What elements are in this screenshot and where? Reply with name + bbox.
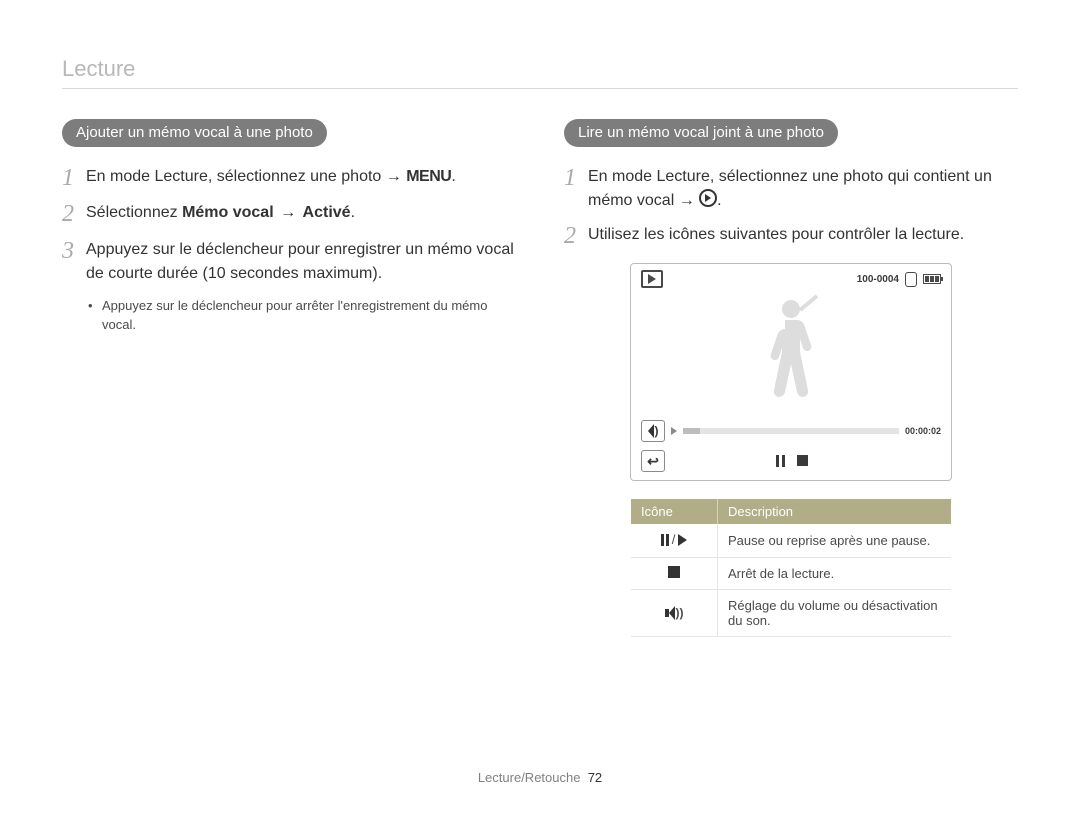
stop-icon[interactable]	[797, 455, 808, 466]
step-text-part: .	[451, 168, 455, 185]
right-column: Lire un mémo vocal joint à une photo 1 E…	[564, 119, 1018, 637]
volume-icon: )	[648, 424, 659, 438]
table-cell-desc: Réglage du volume ou désactivation du so…	[718, 590, 951, 637]
icon-description-table: Icône Description / Pause ou reprise apr…	[631, 499, 951, 637]
step-number: 2	[564, 223, 588, 249]
section-heading-pill: Lire un mémo vocal joint à une photo	[564, 119, 838, 147]
progress-bar[interactable]	[683, 428, 899, 434]
screen-bottom-row: ↩	[631, 446, 951, 480]
step-text-bold: Mémo vocal	[182, 204, 274, 221]
memo-icon	[905, 272, 917, 287]
step-text: En mode Lecture, sélectionnez une photo …	[588, 165, 1018, 213]
step-number: 1	[62, 165, 86, 191]
footer-section-label: Lecture/Retouche	[478, 770, 581, 785]
step-2: 2 Sélectionnez Mémo vocal → Activé.	[62, 201, 516, 227]
play-circle-icon	[699, 189, 717, 207]
back-button[interactable]: ↩	[641, 450, 665, 472]
back-icon: ↩	[647, 453, 659, 470]
camera-screen-mock: 100-0004 )	[630, 263, 952, 481]
playback-mode-icon	[641, 270, 663, 288]
slash: /	[672, 532, 676, 547]
stop-icon	[668, 566, 680, 578]
volume-icon: ))	[665, 606, 684, 620]
table-row: )) Réglage du volume ou désactivation du…	[631, 590, 951, 637]
step-2: 2 Utilisez les icônes suivantes pour con…	[564, 223, 1018, 249]
step-text-bold: Activé	[303, 204, 351, 221]
content-columns: Ajouter un mémo vocal à une photo 1 En m…	[62, 119, 1018, 637]
volume-button[interactable]: )	[641, 420, 665, 442]
table-cell-icon: ))	[631, 590, 718, 637]
screen-body	[631, 290, 951, 420]
table-cell-desc: Arrêt de la lecture.	[718, 558, 951, 590]
step-text: Utilisez les icônes suivantes pour contr…	[588, 223, 964, 247]
step-text-part: .	[351, 204, 355, 221]
table-header-icon: Icône	[631, 499, 718, 524]
screen-top-bar: 100-0004	[631, 264, 951, 290]
step-3: 3 Appuyez sur le déclencheur pour enregi…	[62, 238, 516, 286]
table-cell-icon	[631, 558, 718, 590]
title-rule	[62, 88, 1018, 89]
manual-page: Lecture Ajouter un mémo vocal à une phot…	[0, 0, 1080, 815]
step-number: 2	[62, 201, 86, 227]
step-text: Sélectionnez Mémo vocal → Activé.	[86, 201, 355, 225]
step-number: 1	[564, 165, 588, 191]
table-cell-desc: Pause ou reprise après une pause.	[718, 524, 951, 558]
battery-icon	[923, 274, 941, 284]
arrow-text: →	[274, 204, 303, 221]
pause-play-icon: /	[661, 532, 688, 547]
section-heading-pill: Ajouter un mémo vocal à une photo	[62, 119, 327, 147]
screen-top-right: 100-0004	[857, 272, 941, 287]
play-indicator-icon	[671, 427, 677, 435]
step-text-part: .	[717, 192, 721, 209]
step-bullet: • Appuyez sur le déclencheur pour arrête…	[88, 296, 516, 335]
playback-controls	[671, 455, 913, 467]
file-number-label: 100-0004	[857, 274, 899, 285]
progress-time-label: 00:00:02	[905, 426, 941, 436]
step-number: 3	[62, 238, 86, 264]
footer-page-number: 72	[588, 770, 602, 785]
table-header-row: Icône Description	[631, 499, 951, 524]
step-1: 1 En mode Lecture, sélectionnez une phot…	[62, 165, 516, 191]
progress-bar-fill	[683, 428, 700, 434]
step-1: 1 En mode Lecture, sélectionnez une phot…	[564, 165, 1018, 213]
menu-icon: MENU	[406, 168, 451, 185]
table-header-desc: Description	[718, 499, 951, 524]
step-text-part: En mode Lecture, sélectionnez une photo …	[86, 168, 406, 185]
table-cell-icon: /	[631, 524, 718, 558]
person-silhouette-icon	[751, 294, 831, 414]
page-footer: Lecture/Retouche 72	[0, 770, 1080, 785]
page-title: Lecture	[62, 56, 1018, 82]
bullet-dot: •	[88, 296, 102, 335]
step-text: Appuyez sur le déclencheur pour enregist…	[86, 238, 516, 286]
table-row: Arrêt de la lecture.	[631, 558, 951, 590]
table-row: / Pause ou reprise après une pause.	[631, 524, 951, 558]
pause-icon[interactable]	[776, 455, 785, 467]
step-text-part: Sélectionnez	[86, 204, 182, 221]
bullet-text: Appuyez sur le déclencheur pour arrêter …	[102, 296, 516, 335]
screen-progress-row: ) 00:00:02	[631, 420, 951, 446]
step-text: En mode Lecture, sélectionnez une photo …	[86, 165, 456, 189]
left-column: Ajouter un mémo vocal à une photo 1 En m…	[62, 119, 516, 637]
step-text-part: En mode Lecture, sélectionnez une photo …	[588, 168, 992, 209]
